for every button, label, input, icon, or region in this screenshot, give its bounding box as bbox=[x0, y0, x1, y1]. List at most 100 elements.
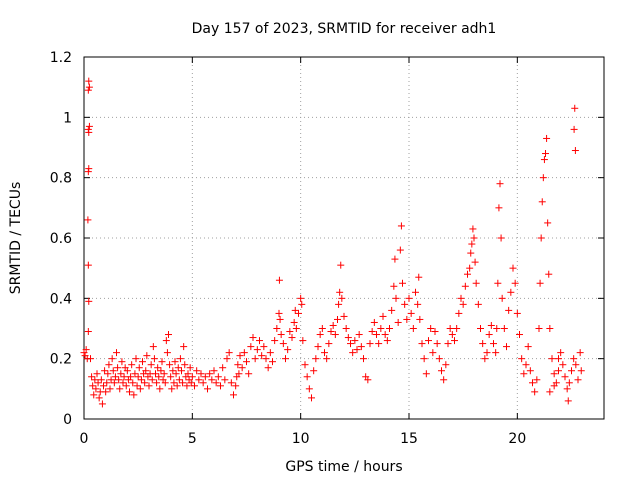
x-tick-label: 5 bbox=[188, 431, 197, 447]
data-point bbox=[568, 367, 575, 375]
data-point bbox=[401, 300, 409, 308]
data-point bbox=[545, 270, 553, 278]
data-point bbox=[286, 328, 294, 336]
data-point bbox=[386, 325, 393, 332]
data-point bbox=[291, 306, 299, 314]
data-point bbox=[110, 379, 118, 387]
data-point bbox=[137, 376, 145, 384]
data-point bbox=[150, 355, 158, 363]
data-point bbox=[494, 279, 502, 287]
x-axis-ticks: 0 5 10 15 20 bbox=[80, 57, 526, 447]
data-point bbox=[181, 361, 189, 369]
data-point bbox=[85, 165, 93, 173]
data-point bbox=[538, 198, 546, 206]
data-point bbox=[295, 309, 302, 317]
y-tick-label: 0.2 bbox=[50, 352, 72, 368]
data-point bbox=[174, 364, 182, 372]
data-point bbox=[275, 309, 283, 317]
data-point bbox=[529, 379, 536, 387]
data-point bbox=[85, 83, 93, 91]
data-point bbox=[243, 358, 250, 366]
data-point bbox=[258, 352, 266, 360]
data-point bbox=[503, 343, 510, 351]
data-point bbox=[88, 373, 96, 381]
data-point bbox=[446, 325, 454, 332]
data-point bbox=[165, 331, 172, 339]
data-point bbox=[331, 331, 339, 339]
data-point bbox=[435, 355, 443, 363]
data-point bbox=[467, 249, 475, 257]
data-point bbox=[245, 370, 253, 378]
data-point bbox=[559, 361, 567, 369]
data-point bbox=[260, 343, 268, 351]
data-point bbox=[212, 379, 220, 387]
data-point bbox=[85, 128, 93, 136]
data-point bbox=[571, 147, 579, 155]
data-point bbox=[565, 379, 573, 387]
data-point bbox=[536, 279, 544, 287]
data-point bbox=[219, 364, 227, 372]
data-point bbox=[195, 376, 203, 384]
data-point bbox=[136, 385, 144, 393]
y-axis-label: SRMTID / TECUs bbox=[8, 182, 24, 295]
data-point bbox=[459, 300, 467, 308]
data-point bbox=[122, 382, 130, 390]
y-tick-label: 1.2 bbox=[50, 50, 72, 66]
data-point bbox=[234, 361, 242, 369]
data-point bbox=[85, 297, 93, 305]
data-point bbox=[420, 355, 428, 363]
data-point bbox=[126, 388, 133, 396]
data-point bbox=[370, 318, 378, 326]
x-tick-label: 10 bbox=[292, 431, 310, 447]
data-point bbox=[483, 349, 491, 357]
data-point bbox=[550, 370, 558, 378]
data-point bbox=[251, 355, 259, 363]
y-tick-label: 0.4 bbox=[50, 291, 72, 307]
data-point bbox=[518, 355, 526, 363]
data-point bbox=[577, 367, 585, 375]
data-point bbox=[576, 349, 584, 357]
data-point bbox=[342, 325, 350, 332]
data-point bbox=[310, 367, 318, 375]
data-points bbox=[80, 77, 585, 408]
data-point bbox=[292, 325, 300, 332]
data-point bbox=[314, 343, 322, 351]
data-point bbox=[470, 234, 478, 242]
data-point bbox=[414, 300, 422, 308]
data-point bbox=[162, 337, 170, 345]
data-point bbox=[507, 288, 515, 296]
data-point bbox=[550, 382, 558, 390]
data-point bbox=[496, 180, 504, 188]
data-point bbox=[347, 340, 354, 348]
data-point bbox=[266, 349, 274, 357]
data-point bbox=[127, 373, 135, 381]
data-point bbox=[90, 391, 98, 399]
y-tick-label: 1 bbox=[63, 110, 72, 126]
data-point bbox=[153, 379, 161, 387]
data-point bbox=[388, 306, 396, 314]
data-point bbox=[103, 379, 111, 387]
data-point bbox=[298, 300, 306, 308]
data-point bbox=[155, 373, 163, 381]
data-point bbox=[546, 388, 554, 396]
data-point bbox=[542, 150, 549, 158]
data-point bbox=[284, 346, 292, 354]
data-point bbox=[184, 370, 192, 378]
data-point bbox=[366, 340, 374, 348]
data-point bbox=[143, 352, 151, 360]
data-point bbox=[472, 279, 480, 287]
data-point bbox=[175, 376, 183, 384]
data-point bbox=[230, 391, 237, 399]
data-point bbox=[199, 379, 207, 387]
data-point bbox=[130, 391, 138, 399]
data-point bbox=[240, 349, 248, 357]
data-point bbox=[564, 397, 572, 405]
data-point bbox=[95, 394, 103, 402]
data-point bbox=[555, 367, 562, 375]
data-point bbox=[142, 367, 150, 375]
data-point bbox=[89, 382, 97, 390]
x-tick-label: 0 bbox=[80, 431, 89, 447]
data-point bbox=[158, 358, 166, 366]
data-point bbox=[492, 349, 500, 357]
data-point bbox=[173, 382, 181, 390]
